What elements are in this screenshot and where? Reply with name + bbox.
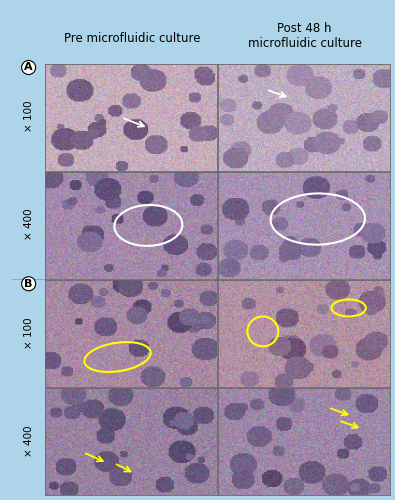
- Text: B: B: [24, 278, 33, 288]
- Text: × 100: × 100: [24, 101, 34, 132]
- Text: Pre microfluidic culture: Pre microfluidic culture: [64, 32, 200, 46]
- Text: × 400: × 400: [24, 425, 34, 457]
- Text: × 400: × 400: [24, 209, 34, 240]
- Text: × 100: × 100: [24, 317, 34, 348]
- Text: Post 48 h
microfluidic culture: Post 48 h microfluidic culture: [248, 22, 362, 50]
- Text: A: A: [24, 62, 33, 72]
